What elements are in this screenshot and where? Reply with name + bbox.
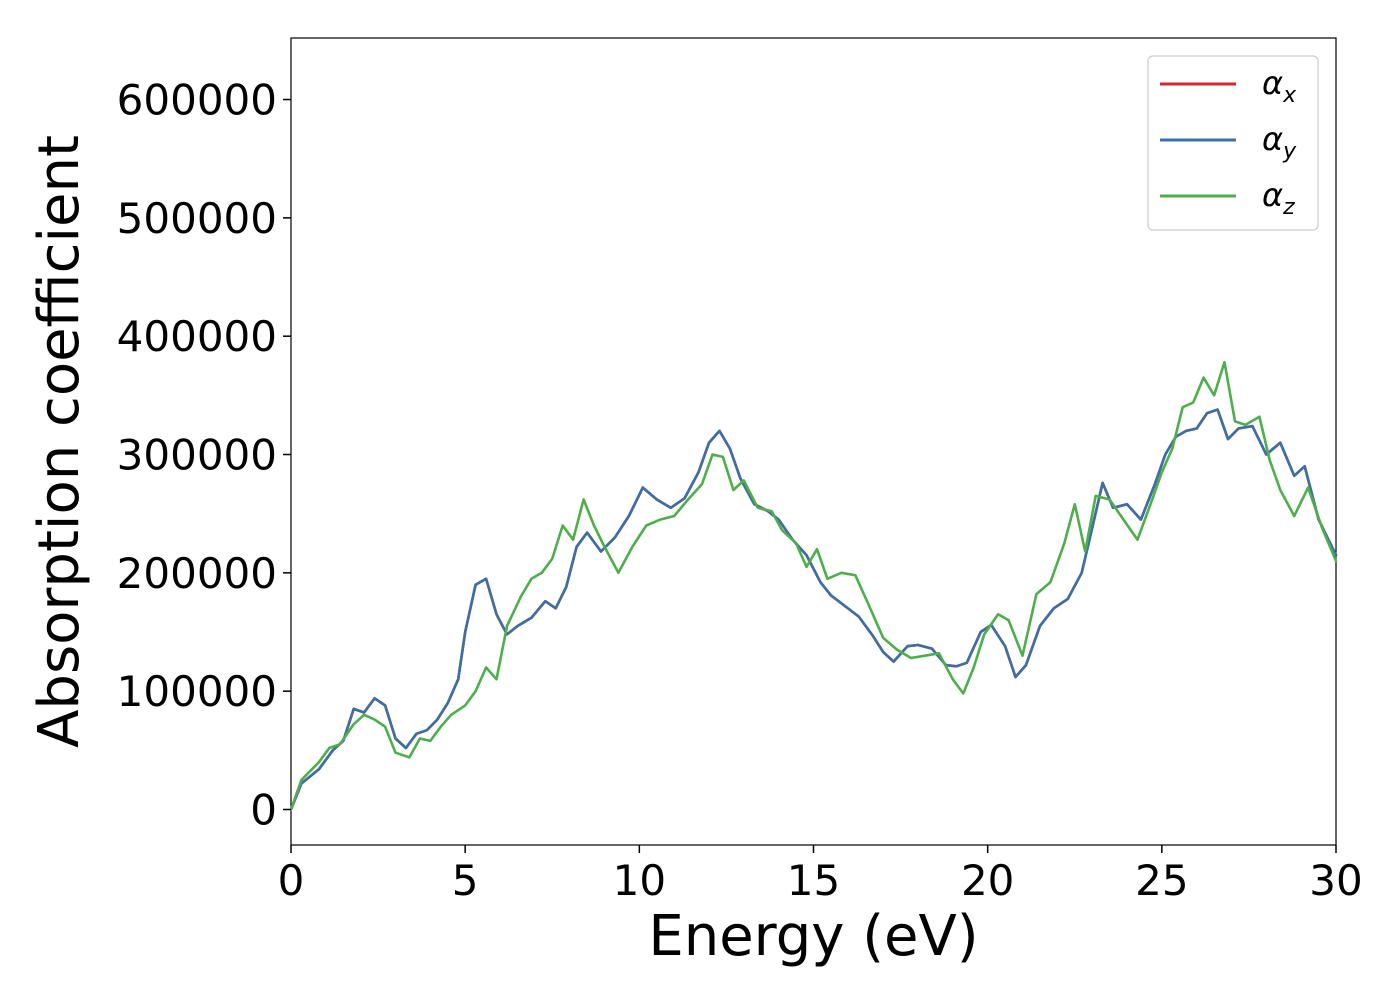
y-tick-label: 200000 bbox=[117, 549, 277, 598]
series-line-z bbox=[289, 360, 1338, 811]
series-line-x bbox=[289, 408, 1338, 811]
y-tick-label: 100000 bbox=[117, 667, 277, 716]
x-tick-label: 10 bbox=[613, 856, 666, 905]
x-tick-label: 20 bbox=[961, 856, 1014, 905]
x-tick-label: 0 bbox=[278, 856, 305, 905]
y-tick-label: 300000 bbox=[117, 431, 277, 480]
x-axis-ticks: 0 5 10 15 20 25 30 bbox=[278, 845, 1363, 905]
series-layer bbox=[289, 360, 1338, 811]
x-tick-label: 15 bbox=[787, 856, 840, 905]
x-tick-label: 5 bbox=[452, 856, 479, 905]
legend-label-y: αy bbox=[1262, 120, 1297, 164]
legend-label-z: αz bbox=[1262, 176, 1295, 220]
series-line-y bbox=[289, 408, 1338, 811]
y-axis-ticks: 0 100000 200000 300000 400000 500000 600000 bbox=[117, 76, 291, 835]
x-axis-title: Energy (eV) bbox=[648, 904, 978, 969]
y-tick-label: 0 bbox=[250, 786, 277, 835]
y-tick-label: 500000 bbox=[117, 194, 277, 243]
y-axis-title: Absorption coefficient bbox=[27, 135, 92, 748]
legend-box bbox=[1147, 55, 1319, 231]
y-tick-label: 600000 bbox=[117, 76, 277, 125]
legend: αx αy αz bbox=[1147, 55, 1319, 231]
x-tick-label: 25 bbox=[1135, 856, 1188, 905]
y-tick-label: 400000 bbox=[117, 312, 277, 361]
legend-entries: αx αy αz bbox=[1160, 64, 1297, 220]
legend-label-x: αx bbox=[1262, 64, 1297, 108]
x-tick-label: 30 bbox=[1309, 856, 1362, 905]
